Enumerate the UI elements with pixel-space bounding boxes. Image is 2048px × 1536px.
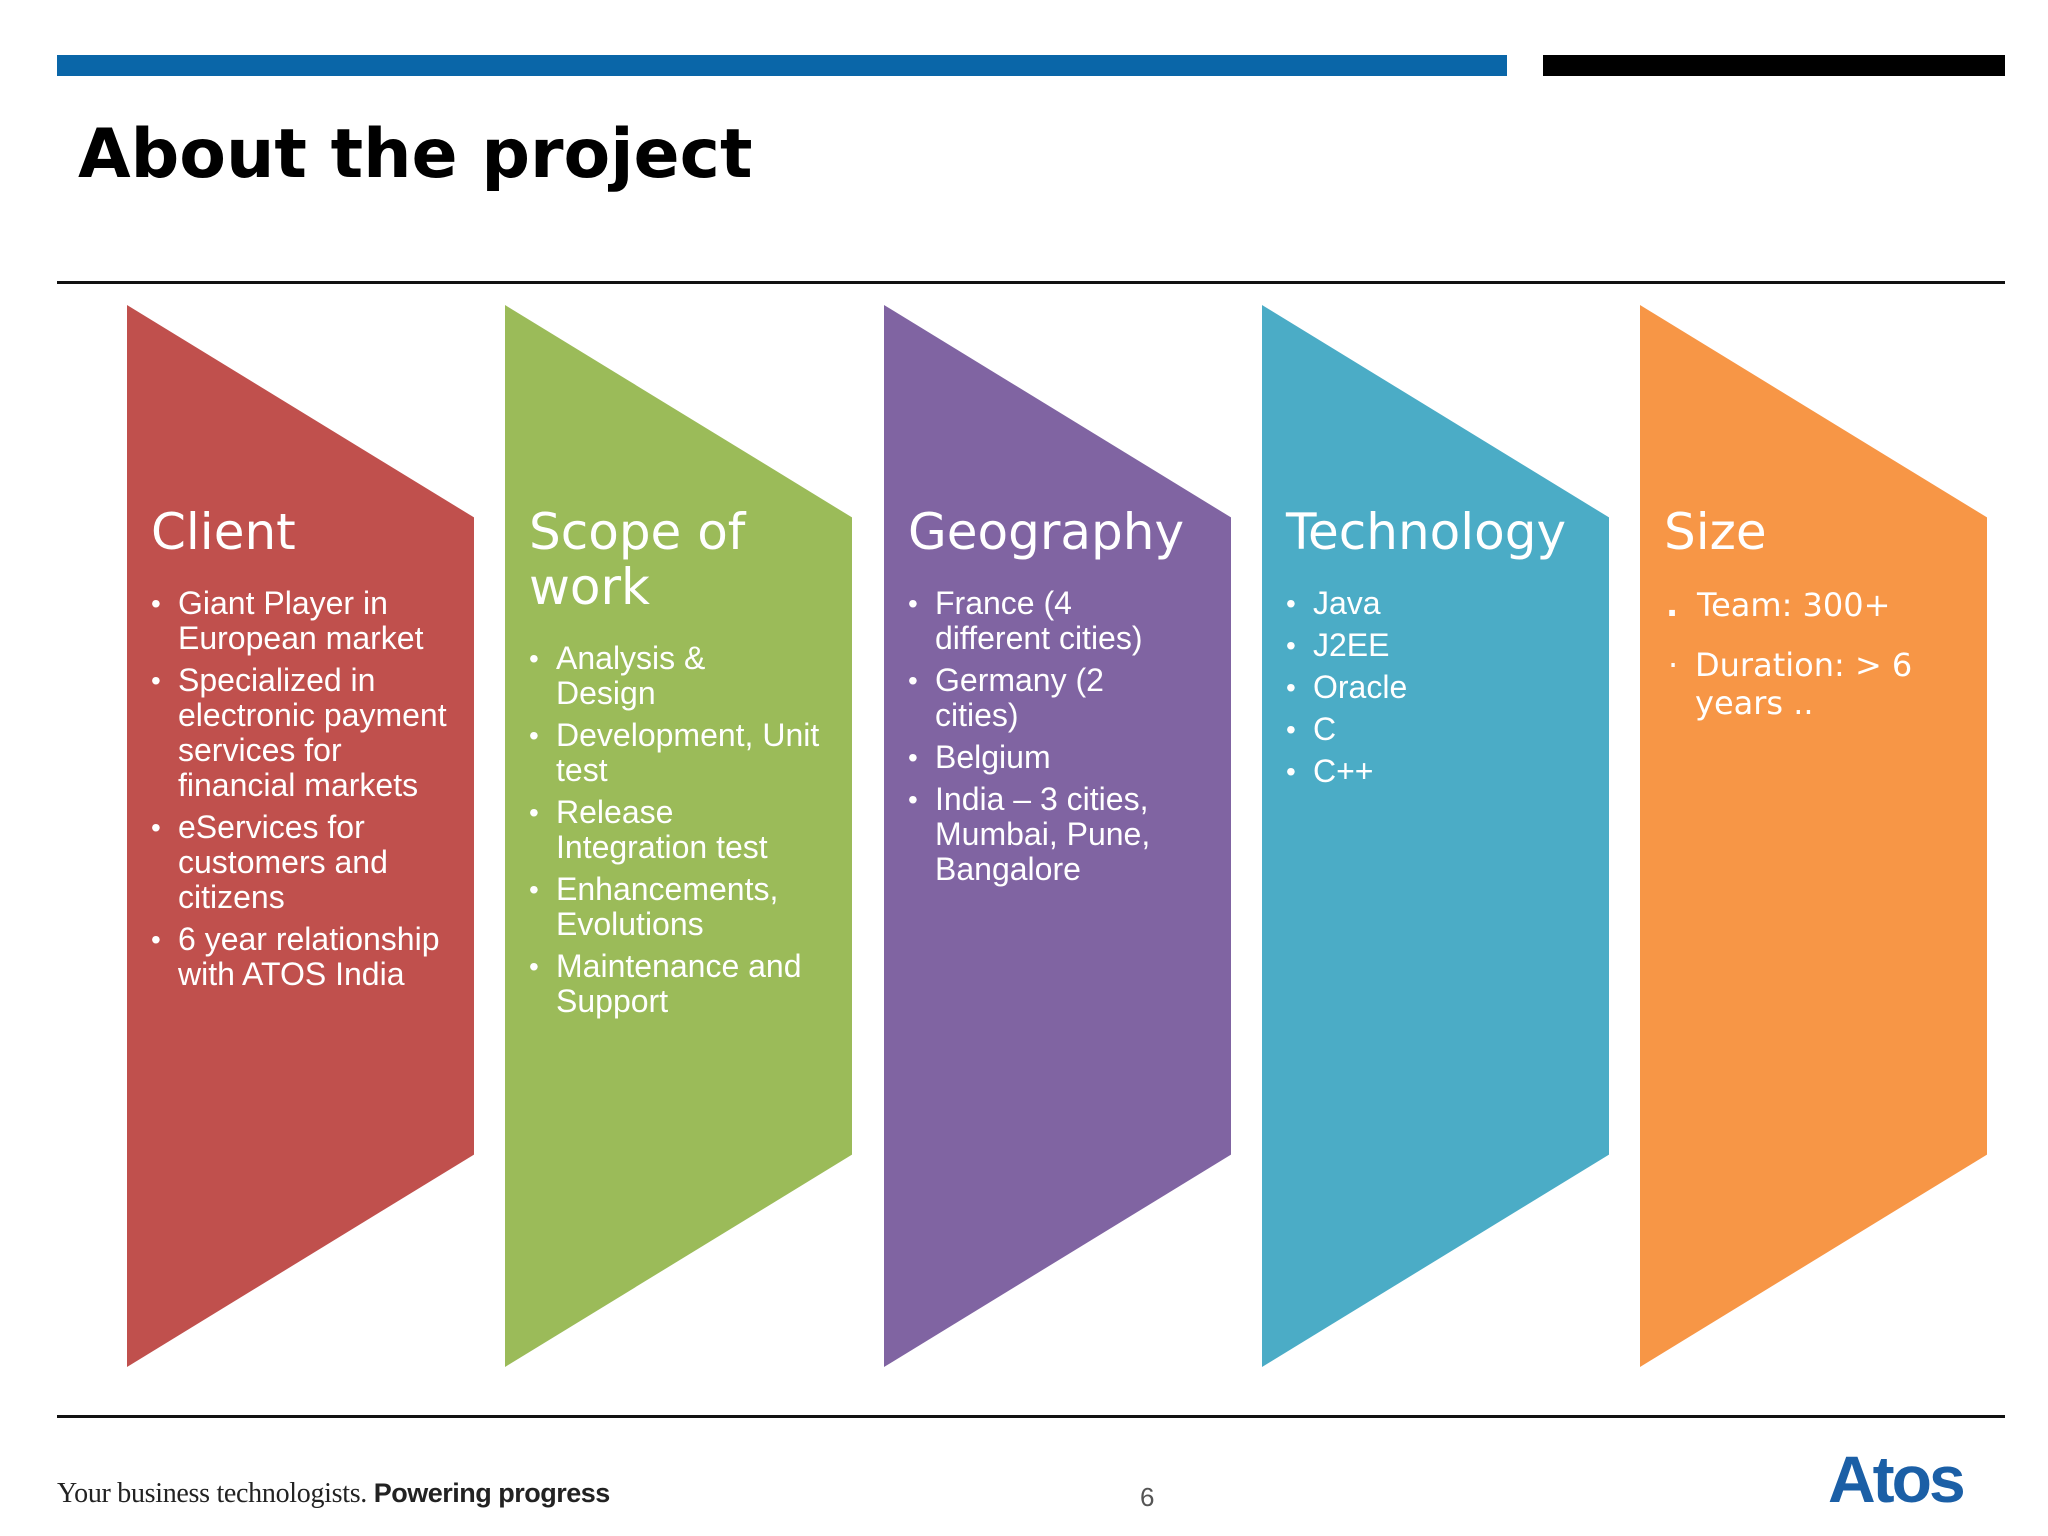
client-list: Giant Player in European market Speciali… xyxy=(151,586,461,992)
list-item: C xyxy=(1286,712,1596,748)
list-item: Analysis & Design xyxy=(529,641,766,711)
chevron-client: Client Giant Player in European market S… xyxy=(127,305,474,1367)
list-item: J2EE xyxy=(1286,628,1596,664)
size-list: Team: 300+ Duration: > 6 years .. xyxy=(1664,586,1974,722)
list-item: Specialized in electronic payment servic… xyxy=(151,663,461,803)
chevron-geography: Geography France (4 different cities) Ge… xyxy=(884,305,1231,1367)
list-item: Oracle xyxy=(1286,670,1596,706)
chevron-scope-title: Scope of work xyxy=(529,503,746,616)
chevron-scope-of-work: Scope of work Analysis & Design Developm… xyxy=(505,305,852,1367)
list-item: 6 year relationship with ATOS India xyxy=(151,922,461,992)
list-item: Giant Player in European market xyxy=(151,586,461,656)
list-item: India – 3 cities, Mumbai, Pune, Bangalor… xyxy=(908,782,1195,887)
tagline-regular: Your business technologists. xyxy=(57,1478,368,1509)
chevron-size: Size Team: 300+ Duration: > 6 years .. xyxy=(1640,305,1987,1367)
divider-top xyxy=(57,281,2005,284)
list-item: Germany (2 cities) xyxy=(908,663,1145,733)
list-item: Belgium xyxy=(908,740,1218,776)
list-item: Team: 300+ xyxy=(1664,586,1974,624)
chevron-size-title: Size xyxy=(1664,503,1767,561)
list-item: Duration: > 6 years .. xyxy=(1664,646,1925,722)
list-item: Enhancements, Evolutions xyxy=(529,872,839,942)
list-item: Java xyxy=(1286,586,1596,622)
chevron-technology-title: Technology xyxy=(1286,503,1567,561)
page-number: 6 xyxy=(1140,1482,1155,1512)
divider-bottom xyxy=(57,1415,2005,1418)
list-item: eServices for customers and citizens xyxy=(151,810,461,915)
list-item: France (4 different cities) xyxy=(908,586,1175,656)
atos-logo: Atos xyxy=(1828,1442,1966,1516)
footer-tagline: Your business technologists. Powering pr… xyxy=(57,1478,610,1510)
list-item: Maintenance and Support xyxy=(529,949,839,1019)
chevron-client-title: Client xyxy=(151,503,296,561)
logo-text: Atos xyxy=(1828,1442,1963,1516)
scope-list: Analysis & Design Development, Unit test… xyxy=(529,641,839,1019)
chevron-technology: Technology Java J2EE Oracle C C++ xyxy=(1262,305,1609,1367)
slide-title: About the project xyxy=(78,115,753,194)
list-item: Release Integration test xyxy=(529,795,816,865)
top-accent-bar-blue xyxy=(57,55,1507,76)
list-item: Development, Unit test xyxy=(529,718,839,788)
geography-list: France (4 different cities) Germany (2 c… xyxy=(908,586,1218,887)
list-item: C++ xyxy=(1286,754,1596,790)
tagline-bold: Powering progress xyxy=(373,1478,611,1508)
technology-list: Java J2EE Oracle C C++ xyxy=(1286,586,1596,790)
chevron-geography-title: Geography xyxy=(908,503,1185,561)
top-accent-bar-black xyxy=(1543,55,2005,76)
